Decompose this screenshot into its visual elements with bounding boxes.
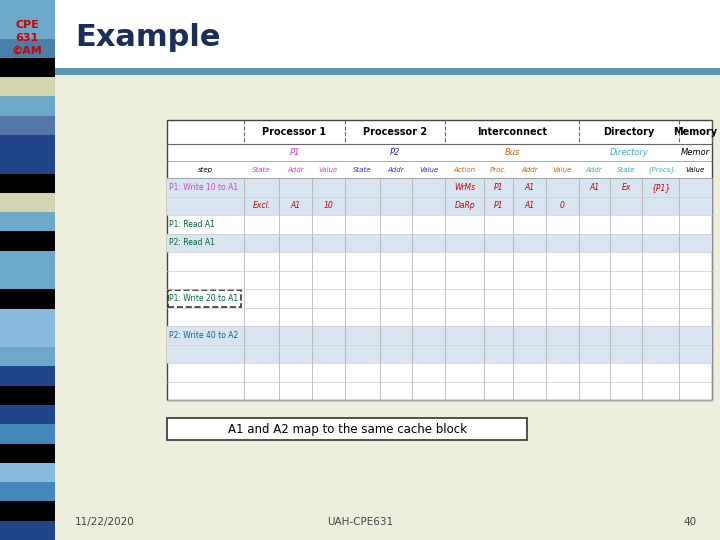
Bar <box>0 232 55 251</box>
Text: 40: 40 <box>683 517 696 527</box>
Text: P2: P2 <box>390 148 400 157</box>
Text: Value: Value <box>552 166 572 172</box>
Bar <box>168 289 241 307</box>
Text: Directory: Directory <box>603 127 654 137</box>
Text: CPE: CPE <box>15 20 39 30</box>
Text: State: State <box>253 166 271 172</box>
Bar <box>55 0 720 68</box>
Bar <box>0 289 55 308</box>
Bar <box>0 97 55 116</box>
Bar <box>0 251 55 270</box>
Bar <box>0 270 55 289</box>
Bar <box>0 173 55 193</box>
Text: {Procs}: {Procs} <box>647 166 675 173</box>
Text: 10: 10 <box>323 201 333 211</box>
Text: A1: A1 <box>589 183 599 192</box>
Bar <box>167 120 712 400</box>
Bar <box>0 328 55 347</box>
Bar <box>0 212 55 232</box>
Text: UAH-CPE631: UAH-CPE631 <box>327 517 393 527</box>
Text: 11/22/2020: 11/22/2020 <box>75 517 135 527</box>
Text: Addr: Addr <box>387 166 405 172</box>
Text: P1: Write 20 to A1: P1: Write 20 to A1 <box>169 294 238 303</box>
Bar <box>0 424 55 443</box>
Text: A1: A1 <box>524 201 534 211</box>
Text: step: step <box>198 166 213 173</box>
Text: Value: Value <box>419 166 438 172</box>
Text: A1: A1 <box>290 201 300 211</box>
Text: A1: A1 <box>524 183 534 192</box>
Text: State: State <box>353 166 372 172</box>
Bar <box>0 0 55 19</box>
Bar <box>0 58 55 77</box>
Text: Ex: Ex <box>621 183 631 192</box>
Text: Addr: Addr <box>586 166 603 172</box>
Text: Example: Example <box>75 23 220 51</box>
Text: DaRp: DaRp <box>454 201 475 211</box>
Bar <box>0 38 55 58</box>
Text: P1: P1 <box>494 183 503 192</box>
Text: P2: Write 40 to A2: P2: Write 40 to A2 <box>169 331 238 340</box>
Bar <box>0 154 55 173</box>
Bar <box>0 308 55 328</box>
Text: Excl.: Excl. <box>253 201 271 211</box>
Text: Addr: Addr <box>287 166 304 172</box>
Bar <box>0 347 55 367</box>
Text: Processor 1: Processor 1 <box>263 127 327 137</box>
Bar <box>0 502 55 521</box>
Bar <box>167 418 527 440</box>
Bar <box>167 345 712 363</box>
Text: P2: Read A1: P2: Read A1 <box>169 238 215 247</box>
Text: P1: Write 10 to A1: P1: Write 10 to A1 <box>169 183 238 192</box>
Text: Interconnect: Interconnect <box>477 127 547 137</box>
Bar <box>0 19 55 38</box>
Text: State: State <box>617 166 635 172</box>
Text: Bus: Bus <box>504 148 520 157</box>
Bar <box>0 443 55 463</box>
Text: Memor: Memor <box>681 148 710 157</box>
Text: ©AM: ©AM <box>12 46 42 56</box>
Text: A1 and A2 map to the same cache block: A1 and A2 map to the same cache block <box>228 422 467 435</box>
Bar <box>0 193 55 212</box>
Bar <box>55 75 720 540</box>
Text: Proc.: Proc. <box>490 166 507 172</box>
Text: Processor 2: Processor 2 <box>363 127 427 137</box>
Bar <box>0 135 55 154</box>
Bar <box>167 326 712 345</box>
Text: Memory: Memory <box>673 127 718 137</box>
Bar <box>55 68 720 75</box>
Bar <box>0 386 55 405</box>
Text: P1: P1 <box>289 148 300 157</box>
Text: Directory: Directory <box>609 148 649 157</box>
Bar <box>0 405 55 424</box>
Text: P1: Read A1: P1: Read A1 <box>169 220 215 229</box>
Text: 0: 0 <box>559 201 564 211</box>
Bar <box>0 367 55 386</box>
Bar <box>0 116 55 135</box>
Text: Action: Action <box>454 166 476 172</box>
Text: 631: 631 <box>15 33 39 43</box>
Bar <box>0 521 55 540</box>
Bar <box>167 178 712 197</box>
Text: Value: Value <box>319 166 338 172</box>
Text: Addr: Addr <box>521 166 538 172</box>
Bar <box>0 463 55 482</box>
Bar <box>167 234 712 252</box>
Bar <box>0 482 55 502</box>
Text: P1: P1 <box>494 201 503 211</box>
Text: Value: Value <box>686 166 705 172</box>
Text: {P1}: {P1} <box>651 183 670 192</box>
Bar <box>167 197 712 215</box>
Text: WrMs: WrMs <box>454 183 475 192</box>
Bar <box>0 77 55 97</box>
